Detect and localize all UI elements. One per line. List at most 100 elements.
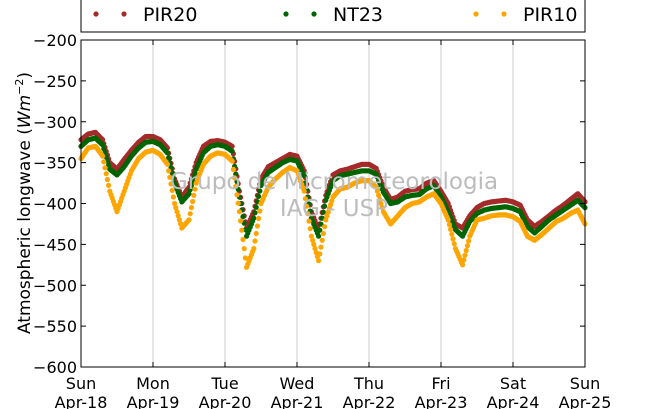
y-tick-label: −550: [33, 317, 77, 336]
data-point: [175, 213, 181, 219]
data-point: [120, 192, 126, 198]
data-point: [451, 224, 457, 230]
y-tick-label: −200: [33, 31, 77, 50]
x-tick-label-day: Sat: [500, 374, 526, 393]
data-points: [78, 129, 588, 270]
data-point: [253, 230, 259, 237]
data-point: [461, 257, 467, 263]
legend-item-pir10: PIR10: [473, 4, 577, 26]
x-tick-label-day: Mon: [136, 374, 170, 393]
watermark-line-2: IAG - USP: [280, 196, 388, 222]
data-point: [192, 170, 198, 176]
data-point: [257, 208, 263, 214]
data-point: [234, 179, 240, 185]
data-point: [98, 151, 104, 157]
series-pir20: [78, 129, 588, 233]
x-tick-label-day: Thu: [353, 374, 384, 393]
data-point: [463, 247, 469, 254]
data-point: [311, 241, 317, 247]
data-point: [444, 214, 450, 220]
data-point: [192, 186, 198, 192]
data-point: [173, 205, 179, 211]
data-point: [185, 192, 191, 198]
x-tick-label-day: Sun: [570, 374, 600, 393]
x-tick-label-day: Fri: [431, 374, 450, 393]
legend-label: PIR10: [523, 4, 577, 26]
data-point: [104, 176, 110, 183]
data-point: [319, 237, 325, 243]
legend-item-nt23: NT23: [283, 4, 383, 26]
data-point: [257, 188, 263, 194]
legend-items: PIR20 NT23 PIR10: [93, 4, 577, 26]
y-axis-label-suffix: ): [15, 72, 35, 79]
y-tick-labels: −200 −250 −300 −350 −400 −450 −500 −550 −600: [33, 31, 77, 377]
y-axis-label-unit: Wm: [15, 95, 35, 128]
y-tick-label: −350: [33, 154, 77, 173]
data-point: [302, 196, 308, 202]
data-point: [235, 200, 241, 206]
data-point: [581, 203, 587, 209]
legend-item-pir20: PIR20: [93, 4, 197, 26]
data-point: [306, 218, 312, 224]
y-tick-label: −400: [33, 195, 77, 214]
data-point: [312, 245, 318, 252]
data-point: [234, 192, 240, 198]
data-point: [451, 241, 457, 247]
data-point: [317, 251, 323, 257]
data-point: [293, 167, 299, 173]
data-point: [320, 209, 326, 215]
x-tick-label-day: Wed: [280, 374, 315, 393]
y-axis-label-prefix: Atmospheric longwave (: [15, 128, 35, 334]
data-point: [250, 249, 256, 255]
x-tick-label-date: Apr-18: [55, 393, 108, 409]
series-pir10: [78, 143, 588, 270]
legend-marker: [121, 11, 127, 17]
watermark: Grupo de Micrometeorologia IAG - USP: [170, 169, 498, 222]
x-tick-label-date: Apr-20: [199, 393, 252, 409]
data-point: [329, 198, 335, 204]
x-tick-labels: SunApr-18MonApr-19TueApr-20WedApr-21ThuA…: [55, 374, 612, 409]
data-point: [228, 147, 234, 153]
legend-marker: [283, 11, 289, 17]
data-point: [166, 168, 172, 174]
x-tick-label-day: Tue: [210, 374, 238, 393]
data-point: [167, 174, 173, 180]
data-point: [174, 209, 180, 215]
data-point: [379, 186, 385, 192]
data-point: [233, 183, 239, 189]
data-point: [446, 222, 452, 228]
series-nt23: [78, 135, 588, 239]
legend-frame: [80, 0, 586, 33]
axis-ticks: [80, 39, 586, 368]
x-tick-label-date: Apr-24: [487, 393, 540, 409]
data-point: [264, 187, 270, 193]
legend-marker: [93, 11, 99, 17]
data-point: [305, 211, 311, 217]
data-point: [163, 148, 169, 155]
data-point: [320, 230, 326, 237]
data-point: [462, 252, 468, 258]
data-point: [191, 192, 197, 198]
data-point: [98, 141, 104, 147]
data-point: [228, 157, 234, 163]
data-point: [190, 198, 196, 205]
data-point: [372, 165, 378, 171]
data-point: [101, 159, 107, 165]
data-point: [230, 166, 236, 172]
data-point: [172, 200, 178, 207]
data-point: [379, 205, 385, 211]
data-point: [466, 221, 472, 227]
data-point: [322, 224, 328, 230]
data-point: [199, 152, 205, 159]
data-point: [376, 192, 382, 198]
data-point: [102, 165, 108, 171]
legend-label: NT23: [333, 4, 383, 26]
data-point: [378, 200, 384, 207]
data-point: [300, 185, 306, 191]
data-point: [581, 219, 587, 225]
legend-label: PIR20: [143, 4, 197, 26]
data-point: [239, 227, 245, 233]
data-point: [307, 226, 313, 232]
data-point: [449, 231, 455, 237]
